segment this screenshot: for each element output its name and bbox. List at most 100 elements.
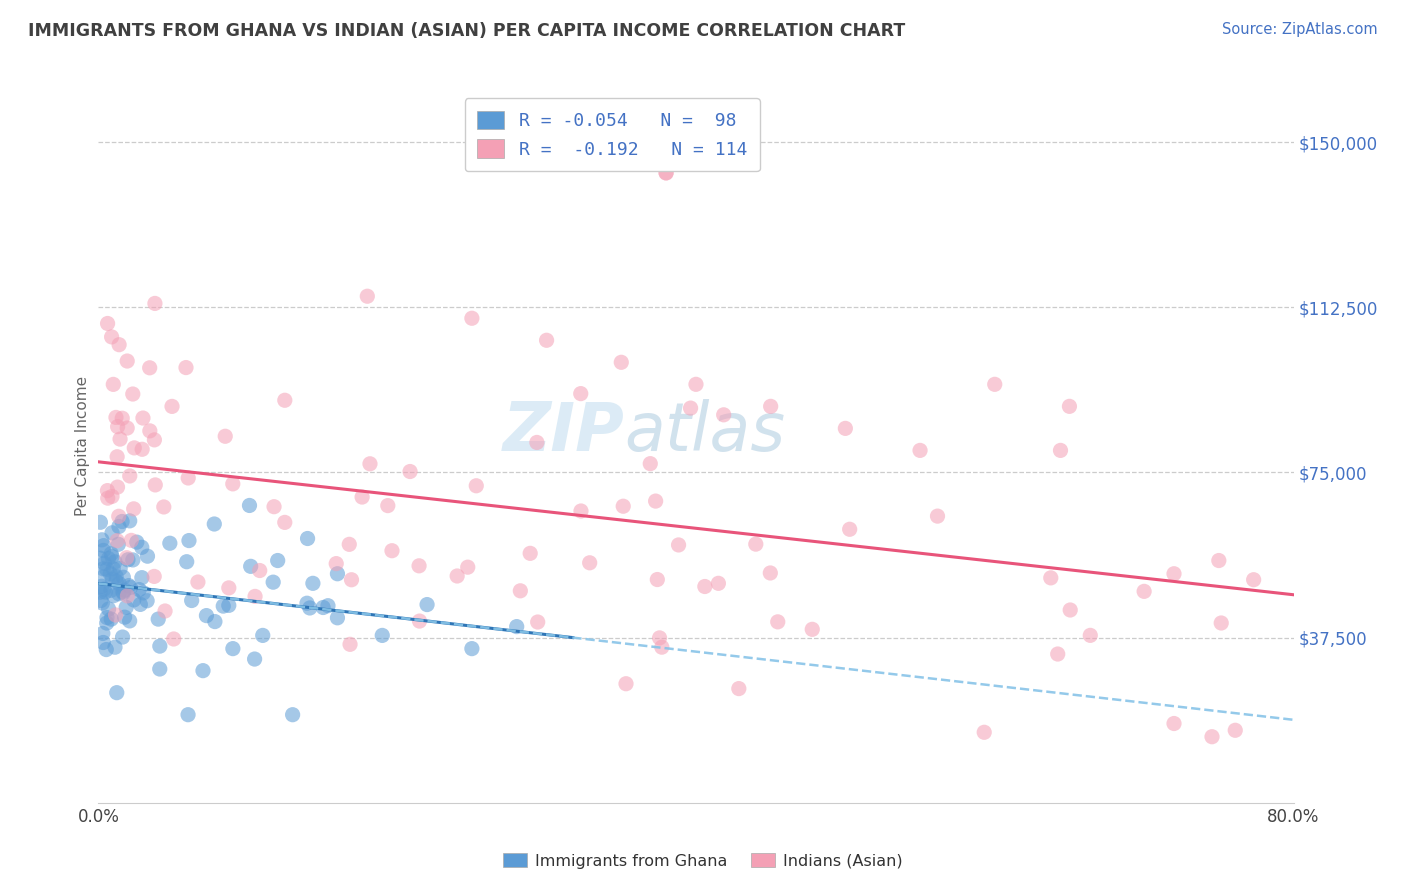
Point <box>89 585 111 599</box>
Point <box>107 509 129 524</box>
Point <box>356 289 378 303</box>
Point <box>745 537 768 551</box>
Point <box>112 570 135 584</box>
Point <box>281 707 304 722</box>
Point <box>105 574 128 589</box>
Point <box>243 652 266 666</box>
Point <box>100 583 122 598</box>
Point <box>180 593 202 607</box>
Point <box>457 560 479 574</box>
Point <box>111 630 134 644</box>
Point <box>243 590 266 604</box>
Point <box>707 576 730 591</box>
Point <box>766 615 789 629</box>
Point <box>326 611 349 625</box>
Point <box>1163 716 1185 731</box>
Point <box>108 576 131 591</box>
Point <box>96 562 118 576</box>
Point <box>103 562 125 576</box>
Point <box>446 569 468 583</box>
Point <box>612 500 634 514</box>
Point <box>1078 628 1101 642</box>
Point <box>115 600 138 615</box>
Point <box>838 522 860 536</box>
Point <box>148 612 170 626</box>
Point <box>1201 730 1223 744</box>
Point <box>104 555 127 569</box>
Point <box>973 725 995 739</box>
Point <box>115 550 138 565</box>
Point <box>399 465 422 479</box>
Point <box>143 478 166 492</box>
Point <box>111 515 134 529</box>
Point <box>339 637 361 651</box>
Text: atlas: atlas <box>624 399 786 465</box>
Point <box>759 566 782 580</box>
Point <box>104 607 127 622</box>
Point <box>668 538 690 552</box>
Point <box>526 615 548 629</box>
Point <box>93 556 115 570</box>
Point <box>927 509 949 524</box>
Point <box>252 628 274 642</box>
Point <box>195 608 218 623</box>
Point <box>91 635 114 649</box>
Point <box>1049 443 1071 458</box>
Point <box>1133 584 1156 599</box>
Point <box>416 598 439 612</box>
Point <box>143 433 166 447</box>
Point <box>96 615 118 630</box>
Point <box>187 575 209 590</box>
Point <box>174 360 197 375</box>
Point <box>93 539 115 553</box>
Point <box>274 516 297 530</box>
Point <box>1046 647 1069 661</box>
Point <box>191 664 214 678</box>
Point <box>105 533 128 548</box>
Point <box>212 599 235 613</box>
Point <box>214 429 236 443</box>
Point <box>96 610 118 624</box>
Point <box>218 599 240 613</box>
Point <box>94 585 117 599</box>
Point <box>104 410 127 425</box>
Point <box>124 441 146 455</box>
Text: ZIP: ZIP <box>502 399 624 465</box>
Point <box>685 377 707 392</box>
Point <box>647 573 669 587</box>
Point <box>138 360 160 375</box>
Point <box>117 553 139 567</box>
Point <box>713 408 735 422</box>
Point <box>262 575 284 590</box>
Point <box>302 576 325 591</box>
Point <box>118 514 141 528</box>
Point <box>983 377 1005 392</box>
Point <box>238 499 260 513</box>
Point <box>111 411 134 425</box>
Point <box>325 557 347 571</box>
Point <box>298 601 321 615</box>
Point <box>122 593 145 607</box>
Point <box>118 578 141 592</box>
Point <box>93 543 115 558</box>
Point <box>125 535 148 549</box>
Point <box>93 570 115 584</box>
Point <box>93 582 115 596</box>
Point <box>108 561 131 575</box>
Point <box>143 296 166 310</box>
Point <box>381 543 404 558</box>
Point <box>90 533 112 547</box>
Point <box>1208 553 1230 567</box>
Point <box>340 573 363 587</box>
Point <box>569 386 592 401</box>
Point <box>97 602 120 616</box>
Point <box>100 547 122 561</box>
Point <box>1039 571 1062 585</box>
Point <box>91 626 114 640</box>
Point <box>114 583 136 598</box>
Point <box>121 387 143 401</box>
Point <box>101 490 124 504</box>
Point <box>461 641 484 656</box>
Point <box>536 333 558 347</box>
Point <box>614 677 637 691</box>
